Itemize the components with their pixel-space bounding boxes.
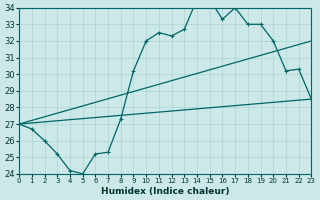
X-axis label: Humidex (Indice chaleur): Humidex (Indice chaleur) (101, 187, 229, 196)
